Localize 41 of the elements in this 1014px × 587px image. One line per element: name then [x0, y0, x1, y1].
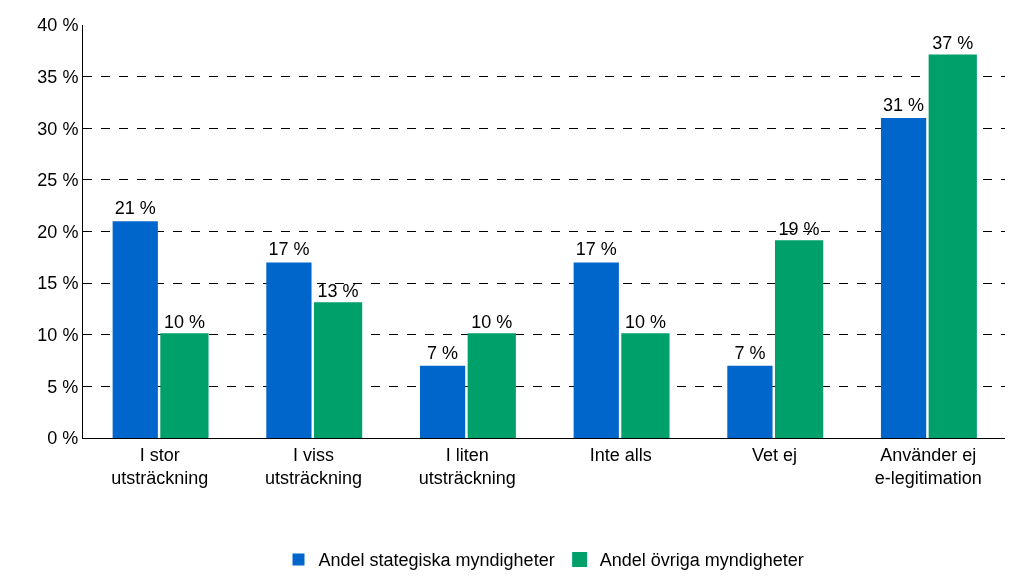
bar [573, 262, 619, 438]
bar [880, 117, 927, 438]
x-tick-label: Vet ej [751, 444, 798, 465]
data-label: 37 % [932, 32, 974, 53]
x-tick-label: I stor utsträckning [111, 444, 209, 488]
bar [313, 302, 363, 438]
data-label: 13 % [317, 280, 359, 301]
x-tick-label: Inte alls [589, 444, 652, 465]
bar [621, 333, 670, 438]
y-tick-label: 25 % [37, 170, 79, 191]
x-tick-label: I liten utsträckning [418, 444, 516, 488]
bar [774, 240, 824, 438]
data-label: 7 % [734, 342, 766, 363]
y-tick-label: 20 % [37, 221, 79, 242]
data-label: 17 % [268, 239, 310, 260]
y-tick-label: 10 % [37, 325, 79, 346]
bar [160, 333, 209, 438]
y-tick-label: 40 % [37, 15, 79, 36]
data-label: 31 % [883, 94, 925, 115]
y-tick-label: 35 % [37, 66, 79, 87]
bar [467, 333, 516, 438]
y-tick-label: 5 % [47, 376, 79, 397]
legend-label: Andel övriga myndigheter [599, 550, 804, 571]
data-label: 17 % [575, 239, 617, 260]
bar [727, 365, 773, 438]
bar [928, 54, 977, 438]
data-label: 10 % [163, 311, 205, 332]
x-tick-label: Använder ej e-legitimation [874, 444, 982, 488]
y-tick-label: 0 % [47, 428, 79, 449]
y-tick-label: 15 % [37, 273, 79, 294]
y-tick-label: 30 % [37, 118, 79, 139]
data-label: 21 % [114, 198, 156, 219]
data-label: 19 % [778, 218, 820, 239]
bar [419, 365, 466, 438]
data-label: 10 % [471, 311, 513, 332]
x-tick-label: I viss utsträckning [264, 444, 363, 488]
bar [266, 262, 312, 438]
bar [112, 221, 158, 438]
legend-label: Andel stategiska myndigheter [318, 550, 555, 571]
data-label: 10 % [624, 311, 666, 332]
data-label: 7 % [427, 342, 459, 363]
